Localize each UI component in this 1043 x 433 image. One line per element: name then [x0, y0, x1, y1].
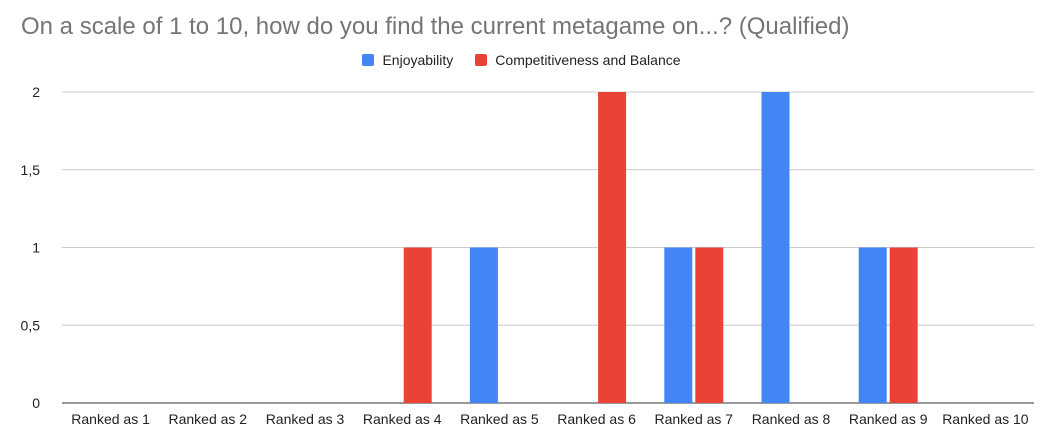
legend-swatch-competitiveness — [475, 54, 488, 66]
x-tick-label: Ranked as 1 — [71, 411, 150, 427]
bar-competitiveness — [889, 247, 918, 403]
legend-item-competitiveness[interactable]: Competitiveness and Balance — [475, 52, 681, 68]
x-tick-label: Ranked as 6 — [557, 411, 636, 427]
bar-competitiveness — [403, 247, 432, 403]
legend: Enjoyability Competitiveness and Balance — [0, 52, 1043, 68]
y-tick-label: 1 — [32, 240, 40, 256]
bar-enjoyability — [761, 92, 790, 403]
x-tick-label: Ranked as 2 — [168, 411, 247, 427]
bar-enjoyability — [469, 247, 498, 403]
bar-enjoyability — [858, 247, 887, 403]
bar-competitiveness — [695, 247, 724, 403]
bar-enjoyability — [664, 247, 693, 403]
legend-item-enjoyability[interactable]: Enjoyability — [362, 52, 453, 68]
x-tick-label: Ranked as 10 — [942, 411, 1029, 427]
legend-label-competitiveness: Competitiveness and Balance — [495, 52, 681, 68]
bar-competitiveness — [598, 92, 627, 403]
x-tick-label: Ranked as 5 — [460, 411, 539, 427]
x-tick-label: Ranked as 9 — [849, 411, 928, 427]
x-tick-label: Ranked as 8 — [752, 411, 831, 427]
legend-label-enjoyability: Enjoyability — [382, 52, 454, 68]
legend-swatch-enjoyability — [362, 54, 375, 66]
y-tick-label: 2 — [32, 84, 40, 100]
y-tick-label: 1,5 — [21, 162, 41, 178]
chart-title: On a scale of 1 to 10, how do you find t… — [21, 13, 850, 40]
x-tick-label: Ranked as 7 — [654, 411, 733, 427]
x-tick-label: Ranked as 4 — [363, 411, 442, 427]
y-tick-label: 0 — [32, 395, 40, 411]
x-tick-label: Ranked as 3 — [266, 411, 345, 427]
y-tick-label: 0,5 — [21, 317, 41, 333]
